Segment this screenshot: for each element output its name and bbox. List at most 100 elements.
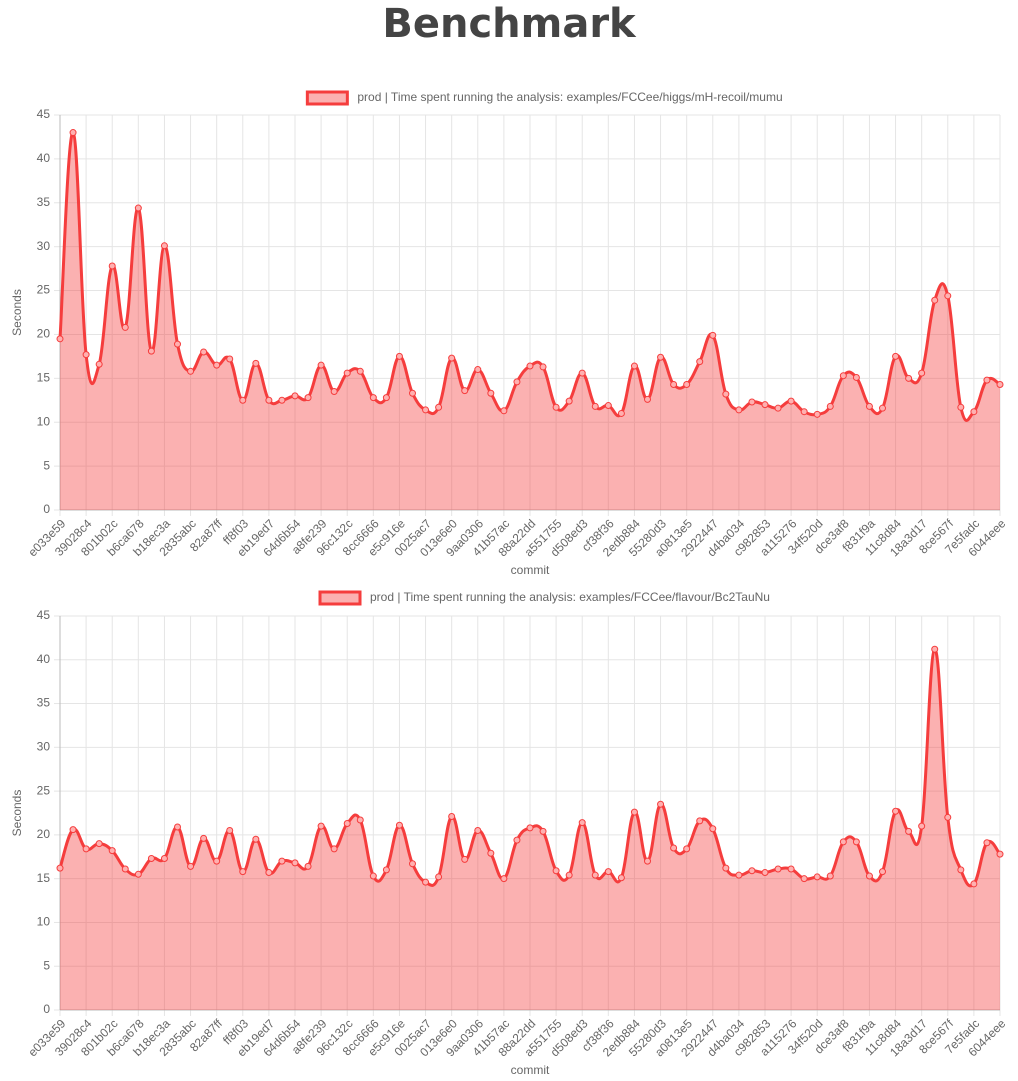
point (95, 840, 103, 848)
point (435, 873, 443, 881)
point (226, 355, 234, 363)
point (121, 865, 129, 873)
point (147, 855, 155, 863)
point (69, 826, 77, 834)
point (644, 395, 651, 403)
point (95, 360, 103, 368)
point (892, 807, 900, 815)
point (826, 872, 834, 880)
point (957, 866, 965, 874)
point (174, 823, 181, 831)
point (565, 871, 573, 879)
point (278, 857, 286, 865)
y-tick-label: 15 (37, 871, 51, 885)
point (774, 404, 782, 412)
point (239, 868, 247, 876)
point (709, 825, 717, 833)
point (944, 292, 952, 300)
point (604, 402, 612, 410)
point (474, 366, 482, 374)
point (970, 408, 978, 416)
point (735, 871, 743, 879)
point (604, 868, 612, 876)
point (448, 354, 456, 362)
point (892, 352, 900, 360)
point (265, 396, 273, 404)
point (487, 389, 495, 397)
point (343, 369, 351, 377)
point (422, 406, 430, 414)
y-tick-label: 35 (37, 195, 51, 209)
point (905, 827, 913, 835)
point (774, 865, 782, 873)
point (160, 242, 168, 250)
point (944, 813, 952, 821)
point (147, 347, 155, 355)
point (630, 808, 638, 816)
point (787, 397, 795, 405)
y-tick-label: 5 (43, 958, 50, 972)
y-tick-label: 25 (37, 783, 51, 797)
point (187, 367, 195, 375)
point (578, 819, 586, 827)
point (565, 397, 573, 405)
point (826, 402, 834, 410)
y-tick-label: 10 (37, 915, 51, 929)
point (409, 389, 416, 397)
point (539, 827, 547, 835)
point (918, 369, 926, 377)
point (82, 351, 90, 359)
point (134, 870, 142, 878)
point (356, 367, 364, 375)
point (748, 398, 756, 406)
point (683, 845, 691, 853)
point (670, 844, 678, 852)
point (252, 359, 260, 367)
point (957, 403, 965, 411)
y-tick-label: 35 (37, 696, 51, 710)
point (787, 865, 795, 873)
point (709, 331, 717, 339)
point (996, 850, 1004, 858)
point (630, 362, 638, 370)
point (839, 838, 847, 846)
point (69, 129, 77, 137)
point (996, 380, 1004, 388)
point (121, 323, 129, 331)
point (617, 874, 625, 882)
point (852, 373, 860, 381)
point (670, 380, 678, 388)
y-tick-label: 0 (43, 1002, 50, 1016)
point (82, 845, 90, 853)
area (60, 132, 1000, 510)
point (852, 838, 860, 846)
point (317, 361, 325, 369)
point (983, 376, 991, 384)
y-axis-title: Seconds (10, 289, 24, 336)
point (526, 824, 534, 832)
point (330, 388, 338, 395)
legend-swatch (305, 90, 349, 106)
point (291, 392, 299, 400)
point (343, 820, 351, 828)
point (879, 404, 886, 412)
y-tick-label: 30 (37, 740, 51, 754)
point (696, 358, 704, 366)
point (56, 335, 64, 343)
point (761, 869, 769, 877)
y-tick-label: 40 (37, 652, 51, 666)
point (291, 859, 299, 867)
x-axis-title: commit (511, 1063, 550, 1077)
point (500, 407, 508, 415)
point (356, 816, 364, 824)
point (278, 396, 286, 404)
point (839, 372, 847, 380)
y-tick-label: 45 (37, 107, 51, 121)
point (552, 403, 560, 411)
point (395, 352, 403, 360)
point (931, 296, 939, 304)
point (761, 401, 769, 409)
point (409, 860, 416, 868)
point (905, 374, 913, 382)
